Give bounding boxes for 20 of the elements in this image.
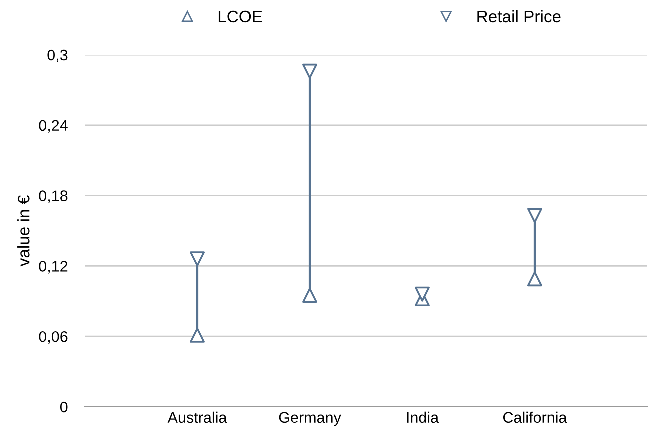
y-tick-label: 0,24	[39, 120, 68, 133]
point	[414, 286, 430, 302]
point	[302, 64, 318, 79]
point	[190, 328, 205, 343]
point	[302, 288, 318, 304]
x-tick-label: India	[407, 412, 440, 424]
x-tick-label: Germany	[279, 412, 342, 426]
legend-label: LCOE	[218, 10, 262, 23]
x-tick-label: Australia	[168, 412, 228, 424]
x-tick-label: California	[503, 412, 568, 424]
point	[527, 272, 542, 287]
y-tick-label: 0,3	[48, 50, 68, 62]
y-axis-title: value in €	[18, 196, 30, 267]
y-tick-label: 0,18	[39, 190, 68, 204]
legend-label: Retail Price	[478, 10, 561, 23]
y-tick-label: 0,06	[39, 331, 68, 344]
point	[527, 208, 542, 224]
y-tick-label: 0	[60, 402, 68, 413]
y-tick-label: 0,12	[39, 261, 68, 274]
point	[190, 252, 205, 267]
